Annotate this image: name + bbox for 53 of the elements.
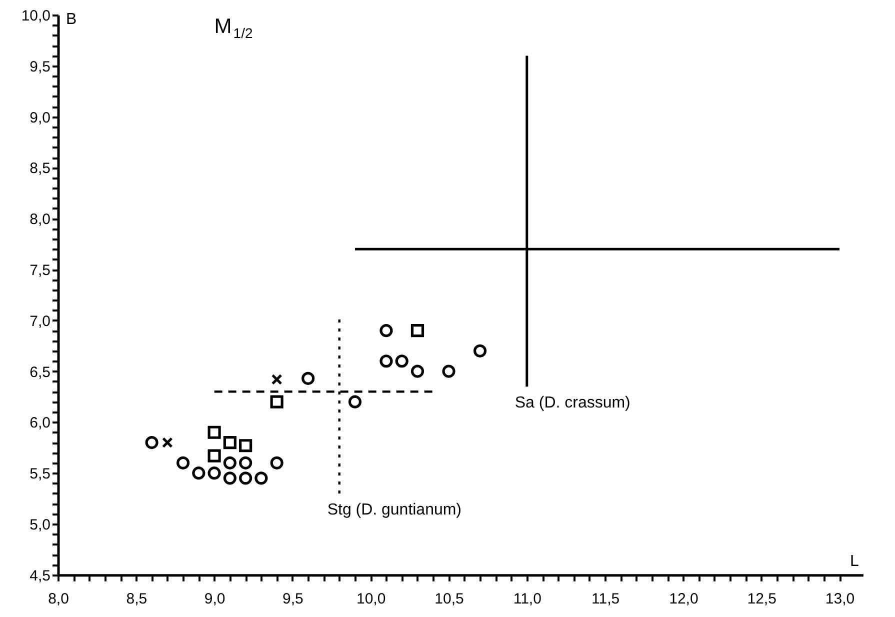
point bbox=[348, 395, 362, 408]
y-tick-label: 4,5 bbox=[30, 567, 50, 584]
point bbox=[271, 374, 282, 385]
x-tick-label: 11,0 bbox=[513, 590, 542, 608]
x-tick-label: 9,0 bbox=[204, 590, 226, 608]
x-tick-label: 13,0 bbox=[825, 590, 855, 608]
y-tick-label: 5,5 bbox=[30, 466, 50, 483]
y-tick-label: 9,5 bbox=[30, 58, 50, 76]
y-tick-label: 6,5 bbox=[30, 364, 50, 381]
x-tick-label: 12,5 bbox=[747, 590, 776, 608]
y-tick-label: 7,5 bbox=[30, 262, 50, 279]
point bbox=[380, 354, 393, 368]
x-axis-title: L bbox=[850, 552, 860, 570]
y-tick-label: 6,0 bbox=[30, 414, 50, 432]
y-tick-label: 8,0 bbox=[30, 211, 50, 228]
point bbox=[410, 324, 424, 338]
point bbox=[270, 395, 284, 408]
y-tick-label: 9,0 bbox=[30, 109, 50, 126]
point bbox=[254, 472, 268, 485]
point bbox=[410, 364, 424, 378]
point bbox=[192, 466, 206, 480]
point bbox=[239, 439, 252, 452]
point bbox=[223, 436, 236, 450]
point bbox=[223, 472, 236, 485]
x-tick-label: 12,0 bbox=[669, 590, 698, 608]
point bbox=[208, 426, 221, 439]
x-tick-label: 11,5 bbox=[592, 590, 620, 608]
point bbox=[223, 456, 236, 470]
point bbox=[145, 436, 158, 450]
point bbox=[208, 449, 221, 462]
point bbox=[473, 344, 487, 358]
x-tick-label: 10,0 bbox=[356, 590, 386, 608]
point bbox=[176, 456, 190, 470]
point bbox=[270, 456, 284, 470]
point bbox=[208, 466, 221, 480]
y-axis-title: B bbox=[66, 11, 77, 28]
x-tick-label: 8,5 bbox=[126, 590, 148, 608]
y-tick-label: 5,0 bbox=[30, 516, 50, 534]
y-tick-label: 7,0 bbox=[30, 312, 50, 330]
point bbox=[302, 372, 315, 385]
annotation: Sa (D. crassum) bbox=[514, 394, 630, 412]
point bbox=[380, 324, 393, 338]
annotation: Stg (D. guntianum) bbox=[327, 501, 462, 518]
point bbox=[395, 354, 408, 368]
y-tick-label: 8,5 bbox=[30, 160, 50, 178]
point bbox=[442, 364, 456, 378]
point bbox=[162, 437, 173, 448]
point bbox=[239, 456, 252, 470]
x-tick-label: 9,5 bbox=[282, 590, 304, 608]
y-tick-label: 10,0 bbox=[21, 8, 50, 24]
point bbox=[239, 472, 252, 485]
x-tick-label: 8,0 bbox=[48, 590, 69, 608]
x-tick-label: 10,5 bbox=[434, 590, 464, 608]
